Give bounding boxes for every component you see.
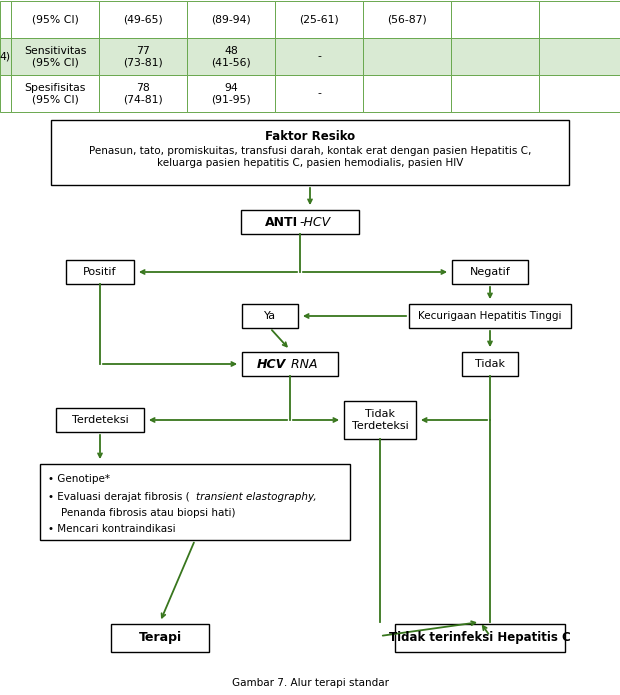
- Bar: [363, 75, 451, 112]
- Bar: [0, 1, 11, 38]
- Bar: [452, 260, 528, 284]
- Bar: [344, 401, 416, 439]
- Bar: [11, 75, 99, 112]
- Text: 77
(73-81): 77 (73-81): [123, 46, 163, 67]
- Text: 48
(41-56): 48 (41-56): [211, 46, 251, 67]
- Text: (95% CI): (95% CI): [32, 15, 79, 24]
- Bar: [242, 352, 338, 376]
- Bar: [99, 1, 187, 38]
- Bar: [363, 38, 451, 75]
- Bar: [187, 38, 275, 75]
- Bar: [275, 1, 363, 38]
- Text: Penasun, tato, promiskuitas, transfusi darah, kontak erat dengan pasien Hepatiti: Penasun, tato, promiskuitas, transfusi d…: [89, 146, 531, 167]
- Bar: [363, 1, 451, 38]
- Bar: [66, 260, 134, 284]
- Text: Penanda fibrosis atau biopsi hati): Penanda fibrosis atau biopsi hati): [61, 508, 236, 518]
- Bar: [99, 75, 187, 112]
- Text: Kecurigaan Hepatitis Tinggi: Kecurigaan Hepatitis Tinggi: [418, 311, 562, 321]
- Text: Spesifisitas
(95% CI): Spesifisitas (95% CI): [24, 83, 86, 104]
- Text: (49-65): (49-65): [123, 15, 163, 24]
- Bar: [409, 304, 571, 328]
- Text: RNA: RNA: [287, 357, 317, 370]
- Bar: [111, 624, 209, 652]
- Text: 94
(91-95): 94 (91-95): [211, 83, 251, 104]
- Text: Gambar 7. Alur terapi standar: Gambar 7. Alur terapi standar: [231, 678, 389, 688]
- Bar: [11, 1, 99, 38]
- Bar: [11, 38, 99, 75]
- Bar: [0, 38, 11, 75]
- Bar: [395, 624, 565, 652]
- Text: ANTI: ANTI: [265, 215, 298, 229]
- Text: Positif: Positif: [83, 267, 117, 277]
- Bar: [99, 38, 187, 75]
- Bar: [539, 38, 620, 75]
- Text: • Evaluasi derajat fibrosis (: • Evaluasi derajat fibrosis (: [48, 492, 190, 502]
- Bar: [275, 75, 363, 112]
- Bar: [187, 1, 275, 38]
- Text: • Genotipe*: • Genotipe*: [48, 474, 110, 484]
- Text: Negatif: Negatif: [469, 267, 510, 277]
- Text: Tidak: Tidak: [475, 359, 505, 369]
- Bar: [462, 352, 518, 376]
- Text: Terapi: Terapi: [138, 632, 182, 644]
- Text: -HCV: -HCV: [299, 215, 330, 229]
- Text: 78
(74-81): 78 (74-81): [123, 83, 163, 104]
- Text: HCV: HCV: [257, 357, 286, 370]
- Text: -: -: [317, 88, 321, 99]
- Bar: [451, 75, 539, 112]
- Bar: [56, 408, 144, 432]
- Bar: [242, 304, 298, 328]
- Text: Sensitivitas
(95% CI): Sensitivitas (95% CI): [24, 46, 86, 67]
- Bar: [275, 38, 363, 75]
- Text: 4): 4): [0, 51, 11, 61]
- Text: Terdeteksi: Terdeteksi: [72, 415, 128, 425]
- Bar: [451, 1, 539, 38]
- Text: (89-94): (89-94): [211, 15, 251, 24]
- Bar: [539, 1, 620, 38]
- Bar: [40, 464, 350, 540]
- Text: • Mencari kontraindikasi: • Mencari kontraindikasi: [48, 524, 175, 534]
- Text: (56-87): (56-87): [387, 15, 427, 24]
- Bar: [539, 75, 620, 112]
- Bar: [451, 38, 539, 75]
- Text: -: -: [317, 51, 321, 61]
- Bar: [51, 120, 569, 185]
- Text: Tidak
Terdeteksi: Tidak Terdeteksi: [352, 409, 409, 431]
- Text: transient elastography,: transient elastography,: [196, 492, 317, 502]
- Text: (25-61): (25-61): [299, 15, 339, 24]
- Bar: [0, 75, 11, 112]
- Text: Tidak terinfeksi Hepatitis C: Tidak terinfeksi Hepatitis C: [389, 632, 571, 644]
- Text: Ya: Ya: [264, 311, 276, 321]
- Bar: [241, 210, 359, 234]
- Text: Faktor Resiko: Faktor Resiko: [265, 129, 355, 142]
- Bar: [187, 75, 275, 112]
